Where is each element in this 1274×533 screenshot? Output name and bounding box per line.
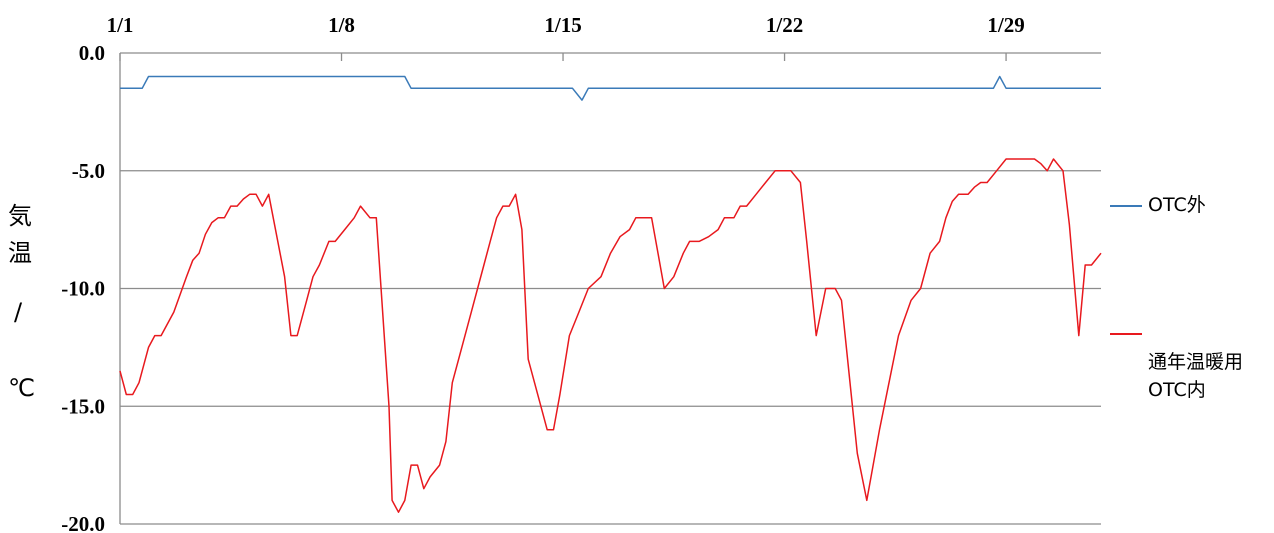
legend-swatch-red xyxy=(1110,333,1142,335)
axes: 0.0 -5.0 -10.0 -15.0 -20.0 1/1 1/8 1/15 1/22 1/29 xyxy=(61,13,1024,533)
y-tick-label: -10.0 xyxy=(61,277,105,301)
y-tick-label: -5.0 xyxy=(72,159,105,183)
legend-swatch-blue xyxy=(1110,204,1142,207)
y-tick-label: 0.0 xyxy=(79,41,105,65)
y-tick-label: -15.0 xyxy=(61,394,105,418)
grid-lines xyxy=(120,52,1101,525)
legend-entry-otc-inside: 通年温暖用 OTC内 xyxy=(1110,320,1243,404)
series-line-otc-outside xyxy=(120,75,1101,101)
y-axis-label-char-3: / xyxy=(14,298,23,326)
legend-label-otc-inside: 通年温暖用 OTC内 xyxy=(1148,351,1244,401)
x-tick-label: 1/22 xyxy=(766,13,803,37)
y-axis-label-char-4: ℃ xyxy=(8,374,35,402)
y-axis-label-char-2: 温 xyxy=(8,239,32,267)
legend-label-otc-outside: OTC外 xyxy=(1148,194,1206,216)
y-tick-label: -20.0 xyxy=(61,512,105,533)
legend-entry-otc-outside: OTC外 xyxy=(1110,190,1206,217)
x-tick-label: 1/15 xyxy=(544,13,581,37)
x-tick-label: 1/29 xyxy=(987,13,1024,37)
x-tick-label: 1/1 xyxy=(107,13,134,37)
x-tick-label: 1/8 xyxy=(328,13,355,37)
y-axis-label-char-1: 気 xyxy=(8,202,32,230)
series-line-otc-inside xyxy=(119,158,1102,513)
series-lines xyxy=(119,75,1102,513)
